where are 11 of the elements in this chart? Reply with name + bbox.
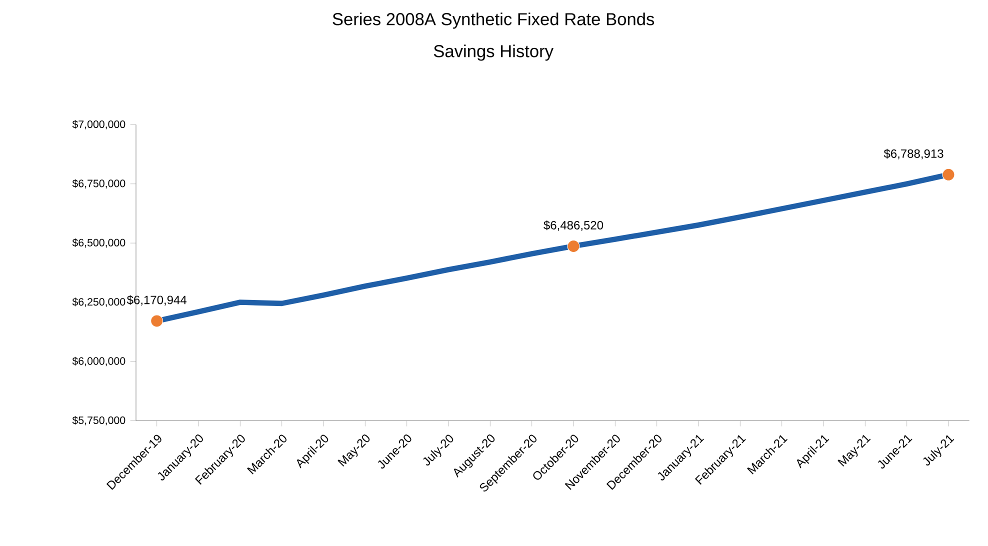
data-label: $6,788,913 bbox=[884, 148, 944, 160]
y-tick-label: $6,500,000 bbox=[72, 238, 126, 248]
y-tick-label: $6,000,000 bbox=[72, 356, 126, 366]
data-label: $6,486,520 bbox=[544, 220, 604, 231]
y-tick-label: $5,750,000 bbox=[72, 416, 126, 426]
data-label: $6,170,944 bbox=[126, 295, 186, 306]
chart-title: Series 2008A Synthetic Fixed Rate Bonds bbox=[332, 12, 654, 29]
y-tick-label: $6,250,000 bbox=[72, 298, 126, 307]
chart-subtitle: Savings History bbox=[434, 44, 554, 61]
y-tick-label: $6,750,000 bbox=[72, 179, 126, 188]
y-tick-label: $7,000,000 bbox=[72, 120, 126, 130]
